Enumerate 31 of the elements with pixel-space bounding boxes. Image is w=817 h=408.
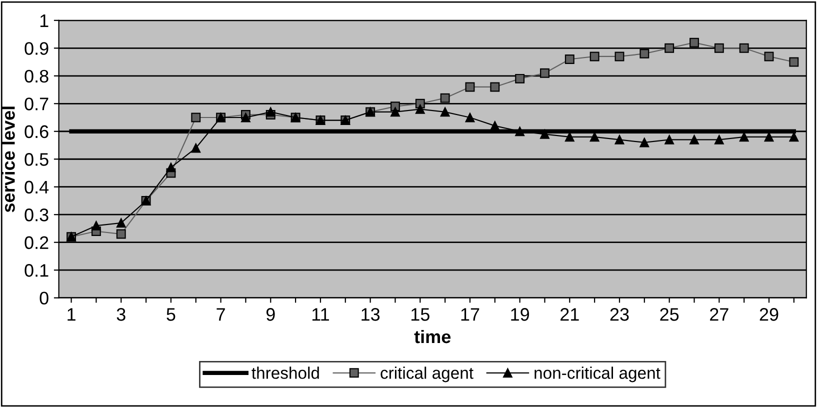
x-tick-label: 27 [710, 308, 728, 321]
y-tick-label: 0.6 [24, 125, 48, 138]
x-tick-label: 19 [511, 308, 530, 321]
x-tick-label: 29 [760, 308, 778, 321]
y-tick-label: 0 [40, 292, 48, 305]
x-tick-label: 9 [266, 308, 275, 321]
y-tick-label: 0.1 [24, 264, 48, 277]
y-tick-label: 0.4 [24, 180, 49, 194]
y-tick-label: 1 [40, 14, 48, 27]
y-axis-title: service level [2, 106, 15, 212]
y-tick-label: 0.8 [24, 70, 48, 83]
legend-label: non-critical agent [534, 366, 660, 382]
y-tick-label: 0.7 [24, 98, 48, 110]
y-tick-label: 0.2 [24, 236, 48, 250]
x-tick-label: 1 [68, 308, 76, 321]
x-tick-label: 21 [560, 308, 579, 321]
x-tick-label: 3 [116, 308, 126, 321]
y-tick-label: 0.3 [24, 208, 48, 222]
y-tick-label: 0.9 [24, 42, 48, 55]
x-tick-label: 15 [411, 308, 430, 321]
x-tick-label: 5 [166, 308, 176, 321]
x-tick-label: 11 [312, 308, 329, 321]
x-tick-label: 7 [216, 308, 225, 321]
x-tick-label: 23 [610, 308, 629, 321]
y-tick-label: 0.5 [24, 153, 48, 166]
legend-label: threshold [252, 366, 319, 379]
legend-label: critical agent [380, 366, 474, 382]
x-axis-title: time [414, 330, 451, 344]
x-tick-label: 25 [660, 308, 679, 321]
x-tick-label: 13 [362, 308, 380, 321]
x-tick-label: 17 [461, 308, 480, 321]
